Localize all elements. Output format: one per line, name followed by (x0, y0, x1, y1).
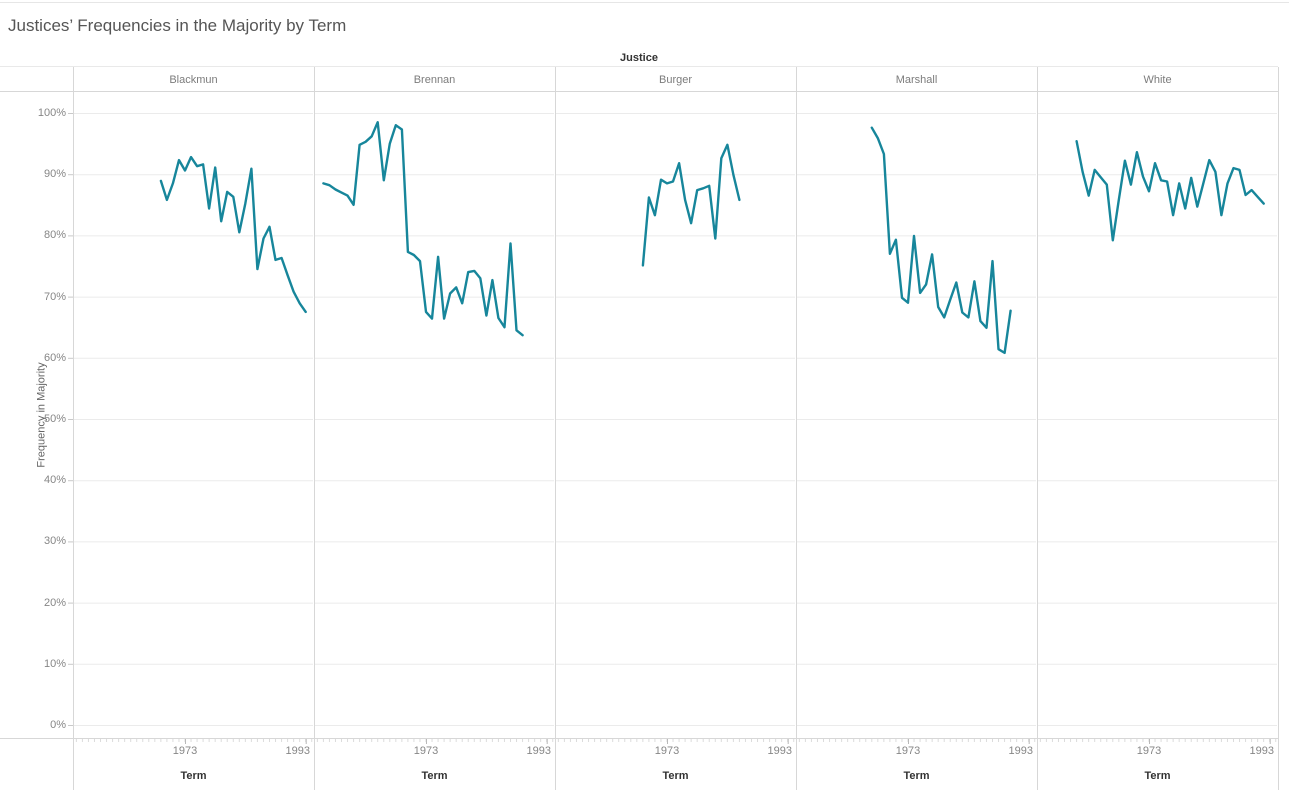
facet-header-brennan[interactable]: Brennan (413, 74, 456, 86)
facet-header-blackmun[interactable]: Blackmun (169, 74, 218, 86)
y-tick-label: 60% (43, 351, 66, 364)
x-axis-title: Term (180, 770, 207, 782)
x-tick-label: 1993 (526, 745, 551, 757)
x-axis-title: Term (1144, 770, 1171, 782)
line-mark-marshall[interactable] (870, 126, 1012, 355)
line-mark-white[interactable] (1075, 140, 1265, 242)
facet-header-white[interactable]: White (1143, 74, 1172, 86)
facet-field-label: Justice (620, 52, 658, 64)
y-tick-label: 70% (43, 290, 66, 303)
y-tick-label: 100% (37, 107, 66, 119)
x-tick-label: 1993 (767, 745, 792, 757)
x-tick-label: 1993 (1249, 745, 1274, 757)
y-tick-label: 80% (43, 229, 66, 242)
x-axis-title: Term (662, 770, 689, 782)
x-tick-label: 1973 (172, 745, 198, 757)
line-mark-burger[interactable] (641, 143, 741, 267)
line-mark-blackmun[interactable] (159, 155, 307, 314)
facet-header-burger[interactable]: Burger (658, 74, 693, 86)
chart-title: Justices’ Frequencies in the Majority by… (8, 16, 347, 35)
y-tick-label: 90% (43, 168, 66, 181)
x-tick-label: 1993 (285, 745, 310, 757)
facet-header-marshall[interactable]: Marshall (895, 74, 938, 86)
x-axis-title: Term (903, 770, 930, 782)
x-tick-label: 1973 (1136, 745, 1162, 757)
y-tick-label: 0% (50, 719, 66, 731)
y-tick-label: 50% (43, 413, 66, 425)
x-tick-label: 1973 (413, 745, 439, 757)
x-tick-label: 1973 (895, 745, 921, 757)
y-tick-label: 40% (43, 474, 66, 487)
x-tick-label: 1993 (1008, 745, 1033, 757)
x-axis-title: Term (421, 770, 448, 782)
line-mark-brennan[interactable] (322, 121, 524, 337)
y-tick-label: 30% (43, 535, 66, 548)
y-tick-label: 10% (43, 657, 66, 670)
y-tick-label: 20% (43, 596, 66, 609)
x-tick-label: 1973 (654, 745, 680, 757)
